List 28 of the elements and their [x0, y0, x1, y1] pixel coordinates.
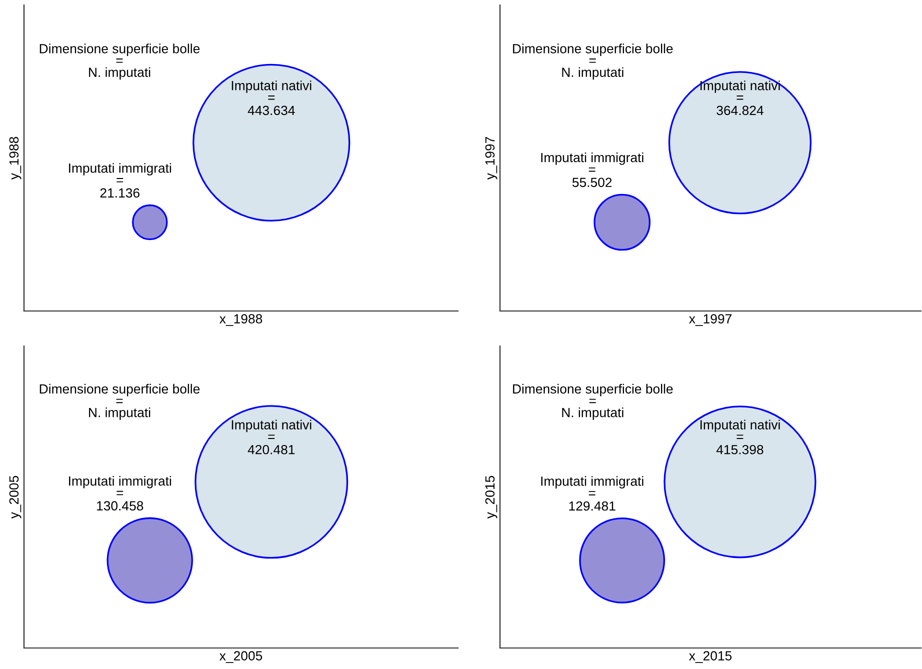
text: Dimensione superficie bolle = N. imputati — [513, 44, 673, 80]
category-label: Imputati immigrati = — [541, 152, 644, 172]
text: x_2005 — [220, 651, 262, 663]
text: y_2015 — [485, 476, 498, 519]
category-label: Imputati nativi = — [232, 80, 312, 100]
category-label: Imputati nativi = — [232, 420, 312, 439]
text: y_1988 — [9, 136, 22, 180]
category-label: Imputati nativi = — [700, 420, 780, 439]
text: Dimensione superficie bolle = N. imputati — [513, 384, 673, 420]
data-label: 420.481 — [248, 444, 295, 454]
category-label: Imputati immigrati = — [541, 476, 644, 496]
text: Dimensione superficie bolle = N. imputati — [40, 384, 200, 420]
category-label: Imputati nativi = — [700, 80, 780, 100]
text: x_2015 — [689, 651, 732, 663]
data-label: 443.634 — [248, 106, 295, 116]
text: y_1997 — [485, 137, 498, 180]
text: y_2005 — [9, 476, 22, 519]
text: x_1997 — [689, 314, 732, 326]
data-label: 130.458 — [97, 501, 144, 511]
data-label: 55.502 — [572, 178, 612, 188]
category-label: Imputati immigrati = — [69, 163, 172, 182]
category-label: Imputati immigrati = — [69, 476, 172, 496]
text: x_1988 — [220, 314, 262, 326]
data-label: 415.398 — [716, 444, 764, 454]
text: Dimensione superficie bolle = N. imputati — [40, 44, 200, 80]
data-label: 21.136 — [100, 188, 140, 198]
data-label: 129.481 — [569, 501, 616, 511]
data-label: 364.824 — [716, 106, 764, 116]
